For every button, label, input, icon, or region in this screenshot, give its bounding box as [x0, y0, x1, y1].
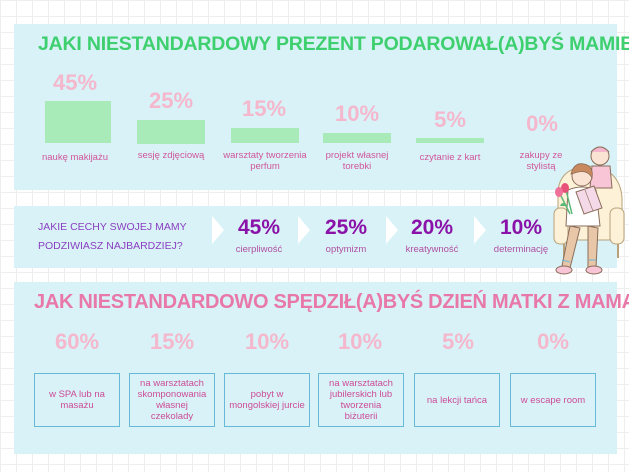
- activity-percent: 10%: [337, 329, 383, 354]
- gift-bar: [231, 128, 299, 143]
- gift-label: naukę makijażu: [41, 152, 108, 163]
- gift-percent: 10%: [334, 101, 380, 126]
- traits-question: JAKIE CECHY SWOJEJ MAMY PODZIWIASZ NAJBA…: [38, 221, 187, 252]
- arrow-right-icon: [386, 216, 398, 244]
- mothers-day-section-title: JAK NIESTANDARDOWO SPĘDZIŁ(A)BYŚ DZIEŃ M…: [34, 291, 629, 313]
- gift-label: warsztaty tworzenia perfum: [223, 150, 307, 172]
- trait-percent: 45%: [237, 216, 281, 239]
- gift-percent: 15%: [241, 96, 287, 121]
- gift-percent: 45%: [52, 70, 98, 95]
- trait-label: kreatywność: [405, 244, 459, 255]
- activity-box: na warsztatach jubilerskich lub tworzeni…: [318, 373, 404, 427]
- activity-box: na warsztatach skomponowania własnej cze…: [129, 373, 215, 427]
- gift-label: czytanie z kart: [419, 152, 481, 163]
- activity-box: na lekcji tańca: [414, 373, 500, 427]
- gift-percent: 5%: [434, 107, 466, 132]
- gift-percent: 25%: [148, 88, 194, 113]
- traits-section-panel: [14, 206, 617, 268]
- arrow-right-icon: [212, 216, 224, 244]
- trait-percent: 10%: [499, 216, 543, 239]
- arrow-right-icon: [474, 216, 486, 244]
- arrow-right-icon: [298, 216, 310, 244]
- gift-percent: 0%: [526, 111, 558, 136]
- activity-percent: 60%: [54, 329, 100, 354]
- trait-label: optymizm: [325, 244, 367, 255]
- gift-label: sesję zdjęciową: [137, 150, 205, 161]
- gift-label: zakupy ze stylistą: [519, 150, 563, 172]
- gift-bar: [137, 120, 205, 144]
- mother-and-child-reading-illustration: [553, 146, 625, 275]
- activity-percent: 10%: [244, 329, 290, 354]
- activity-percent: 0%: [537, 329, 569, 354]
- activity-box: pobyt w mongolskiej jurcie: [224, 373, 310, 427]
- activity-percent: 5%: [442, 329, 474, 354]
- trait-label: determinację: [493, 244, 549, 255]
- gift-section-title: JAKI NIESTANDARDOWY PREZENT PODAROWAŁ(A)…: [38, 33, 629, 55]
- gift-bar: [45, 101, 111, 143]
- trait-label: cierpliwość: [235, 244, 283, 255]
- activity-box: w SPA lub na masażu: [34, 373, 120, 427]
- trait-percent: 20%: [410, 216, 454, 239]
- gift-bar: [323, 133, 391, 143]
- gift-label: projekt własnej torebki: [325, 150, 389, 172]
- gift-section-panel: [14, 24, 617, 190]
- activity-percent: 15%: [149, 329, 195, 354]
- trait-percent: 25%: [324, 216, 368, 239]
- activity-box: w escape room: [510, 373, 596, 427]
- gift-bar: [416, 138, 484, 143]
